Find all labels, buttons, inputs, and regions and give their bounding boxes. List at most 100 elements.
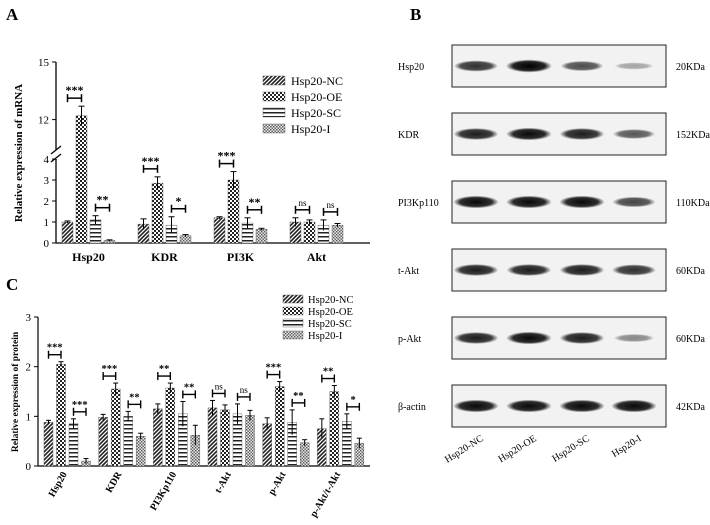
panel-c-ytick-label: 2 [26,362,32,374]
significance-label: * [350,395,355,406]
blot-band [612,264,656,276]
panel-a-legend: Hsp20-NC Hsp20-OE Hsp20-SC Hsp20-I [262,74,343,136]
blot-band [506,399,552,413]
significance-label: ns [298,198,307,208]
bar [68,423,79,467]
category-label: p-Akt/t-Akt [308,469,343,519]
blot-band [453,264,499,276]
bar [303,221,316,244]
category-label: PI3Kp110 [148,470,179,513]
significance-label: * [176,194,182,208]
significance-label: *** [66,83,84,97]
blot-band [611,399,657,413]
significance-label: ** [129,392,140,403]
blot-band [506,264,552,276]
panel-c-ytick-label: 3 [26,312,32,324]
legend-label: Hsp20-I [308,331,343,342]
blot-band [613,333,655,343]
bar [56,363,66,467]
significance-label: *** [218,149,236,163]
category-label: Hsp20 [47,470,70,499]
bar [262,423,272,467]
bar [98,417,108,467]
legend-label: Hsp20-SC [308,319,352,330]
legend-swatch [282,330,304,340]
legend-label: Hsp20-SC [291,106,341,120]
blot-protein-label: Hsp20 [398,62,424,73]
category-label: Akt [307,250,326,264]
significance-label: ** [323,367,334,378]
legend-label: Hsp20-OE [291,90,342,104]
bar [179,235,192,244]
blot-band [559,264,605,276]
panel-a-ytick-label: 1 [44,217,50,229]
significance-label: *** [72,400,88,411]
legend-label: Hsp20-NC [291,74,343,88]
significance-label: ** [97,193,109,207]
blot-band [506,59,552,73]
blot-size-label: 60KDa [676,266,705,277]
panel-c-letter: C [6,275,18,294]
blot-protein-label: t-Akt [398,266,419,277]
bar [331,224,344,244]
significance-label: ** [159,364,170,375]
blot-size-label: 110KDa [676,198,710,209]
bar [220,409,230,467]
legend-swatch [262,123,286,134]
significance-label: *** [47,343,63,354]
panel-a-ytick-label: 0 [44,238,50,250]
bar [123,416,133,467]
bar [61,221,74,244]
panel-c-ytick-label: 1 [26,411,32,423]
legend-swatch [282,318,304,328]
blot-protein-label: p-Akt [398,334,422,345]
panel-a-letter: A [6,5,19,24]
bar [299,442,310,467]
significance-label: ** [184,382,195,393]
category-label: KDR [151,250,178,264]
bar [213,217,226,244]
bar [43,422,54,467]
blot-band [559,399,605,413]
panel-a-significance: ************** ns ns [66,83,339,216]
significance-label: ns [326,200,335,210]
blot-band [559,195,605,209]
legend-swatch [282,294,304,304]
panel-c-ylabel: Relative expression of protein [11,331,21,452]
category-label: KDR [104,469,125,494]
blot-band [453,195,499,209]
bar [207,407,218,467]
blot-band [506,195,552,209]
bar [151,182,164,244]
blot-lane-label: Hsp20-SC [550,433,591,465]
significance-label: ns [215,381,224,391]
panel-a-axis-break [50,153,62,163]
blot-band [453,399,499,413]
panel-a-bars: Hsp20 KDR PI3K Akt [61,105,344,264]
significance-label: ns [240,385,249,395]
blot-band [614,62,654,70]
blot-lane-label: Hsp20-I [610,433,644,460]
bar [165,387,176,467]
panel-a-ylabel: Relative expression of mRNA [13,84,25,222]
significance-label: ** [249,195,261,209]
significance-label: ** [293,391,304,402]
panel-c-significance: *************** ns ns******** [47,343,361,416]
legend-label: Hsp20-I [291,122,330,136]
bar [329,391,340,467]
panel-a-ytick-label: 15 [38,57,50,69]
blot-size-label: 20KDa [676,62,705,73]
category-label: p-Akt [266,469,288,497]
blot-band [506,331,552,345]
blot-protein-label: β-actin [398,402,426,413]
bar [227,179,240,244]
significance-label: *** [142,154,160,168]
category-label: t-Akt [213,469,234,495]
blot-lane-label: Hsp20-NC [443,433,486,465]
blot-band [560,60,604,72]
bar [153,408,163,467]
category-label: Hsp20 [72,250,105,264]
blot-band [453,128,499,140]
